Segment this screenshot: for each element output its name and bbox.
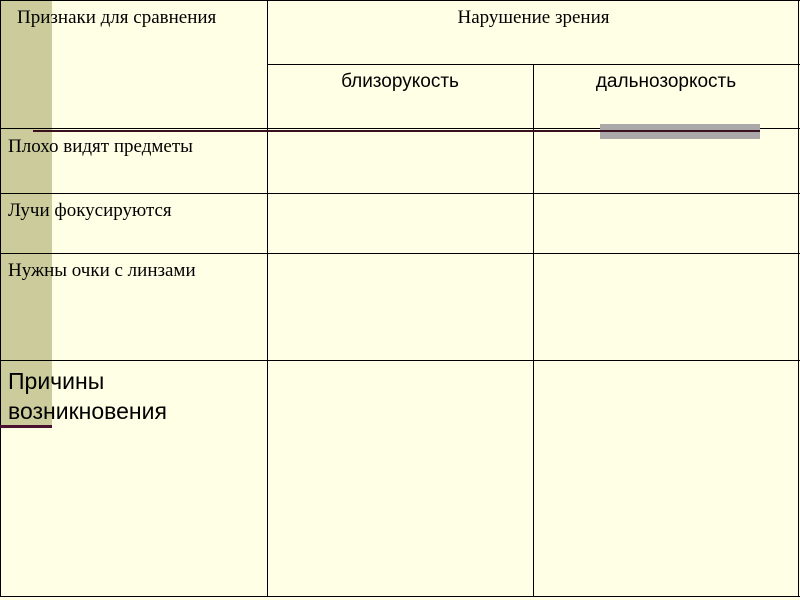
decorative-stripe bbox=[0, 0, 52, 428]
row-label: Плохо видят предметы bbox=[8, 136, 193, 157]
table-border-right bbox=[798, 0, 799, 597]
table-divider bbox=[0, 128, 800, 129]
table-border-bottom bbox=[0, 596, 800, 597]
subheader-myopia: близорукость bbox=[341, 71, 459, 92]
table-divider bbox=[0, 360, 800, 361]
table-divider bbox=[533, 64, 534, 597]
table-divider bbox=[0, 193, 800, 194]
row-label: Лучи фокусируются bbox=[8, 200, 172, 221]
table-border-top bbox=[0, 0, 800, 1]
table-border-left bbox=[0, 0, 1, 597]
table-divider bbox=[0, 253, 800, 254]
header-features: Признаки для сравнения bbox=[17, 7, 217, 28]
header-vision-disorder: Нарушение зрения bbox=[457, 7, 610, 28]
decorative-line bbox=[0, 425, 52, 428]
table-divider bbox=[267, 0, 268, 597]
row-label: Причины возникновения bbox=[8, 368, 167, 424]
subheader-hyperopia: дальнозоркость bbox=[595, 71, 737, 92]
row-label: Нужны очки с линзами bbox=[8, 260, 196, 281]
decorative-line bbox=[33, 130, 760, 132]
